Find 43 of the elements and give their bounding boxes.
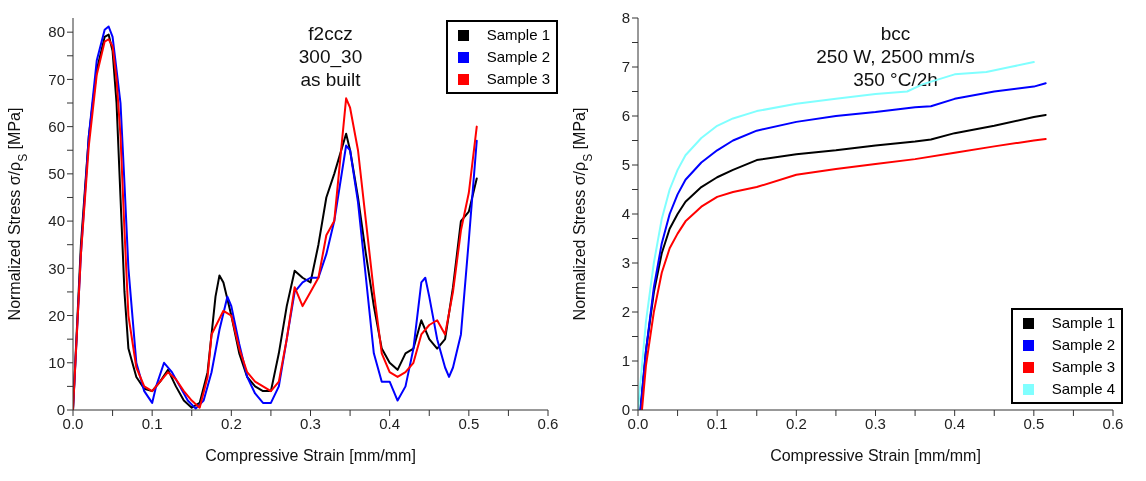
x-axis-title: Compressive Strain [mm/mm]	[770, 447, 981, 464]
x-tick-label: 0.1	[141, 414, 163, 432]
x-tick-label: 0.5	[1023, 414, 1045, 432]
legend-label: Sample 3	[486, 69, 550, 89]
x-tick-label: 0.3	[865, 414, 886, 432]
x-tick-label: 0.0	[62, 414, 84, 432]
legend-label: Sample 2	[1051, 335, 1115, 355]
x-tick-label: 0.1	[706, 414, 728, 432]
y-tick-label: 60	[48, 117, 65, 135]
text: bcc 250 W, 2500 mm/s 350 °C/2h	[816, 23, 975, 90]
y-tick-label: 80	[48, 23, 65, 41]
x-tick-label: 0.3	[300, 414, 321, 432]
y-tick-label: 50	[48, 165, 65, 183]
legend-label: Sample 1	[1051, 313, 1115, 333]
y-tick-label: 2	[621, 303, 630, 321]
y-tick-label: 6	[621, 107, 630, 125]
x-tick-label: 0.2	[785, 414, 807, 432]
y-tick-label: 5	[621, 156, 630, 174]
y-tick-label: 20	[48, 306, 65, 324]
y-tick-label: 4	[621, 205, 630, 223]
legend-label: Sample 2	[486, 47, 550, 67]
x-tick-label: 0.0	[627, 414, 649, 432]
x-tick-label: 0.4	[379, 414, 401, 432]
y-tick-label: 8	[621, 9, 630, 27]
x-tick-label: 0.6	[537, 414, 559, 432]
y-tick-label: 40	[48, 212, 65, 230]
x-tick-label: 0.5	[458, 414, 480, 432]
y-tick-label: 3	[621, 254, 630, 272]
y-tick-label: 0	[56, 401, 65, 419]
legend-label: Sample 1	[486, 25, 550, 45]
x-tick-label: 0.4	[944, 414, 966, 432]
y-tick-label: 30	[48, 259, 65, 277]
legend-label: Sample 4	[1051, 379, 1115, 399]
y-tick-label: 70	[48, 70, 65, 88]
x-tick-label: 0.6	[1102, 414, 1124, 432]
y-tick-label: 10	[48, 354, 65, 372]
y-tick-label: 7	[621, 58, 630, 76]
x-axis-title: Compressive Strain [mm/mm]	[205, 447, 416, 464]
y-tick-label: 0	[621, 401, 630, 419]
x-tick-label: 0.2	[220, 414, 242, 432]
legend-label: Sample 3	[1051, 357, 1115, 377]
text: f2ccz 300_30 as built	[298, 23, 363, 90]
y-tick-label: 1	[621, 352, 630, 370]
